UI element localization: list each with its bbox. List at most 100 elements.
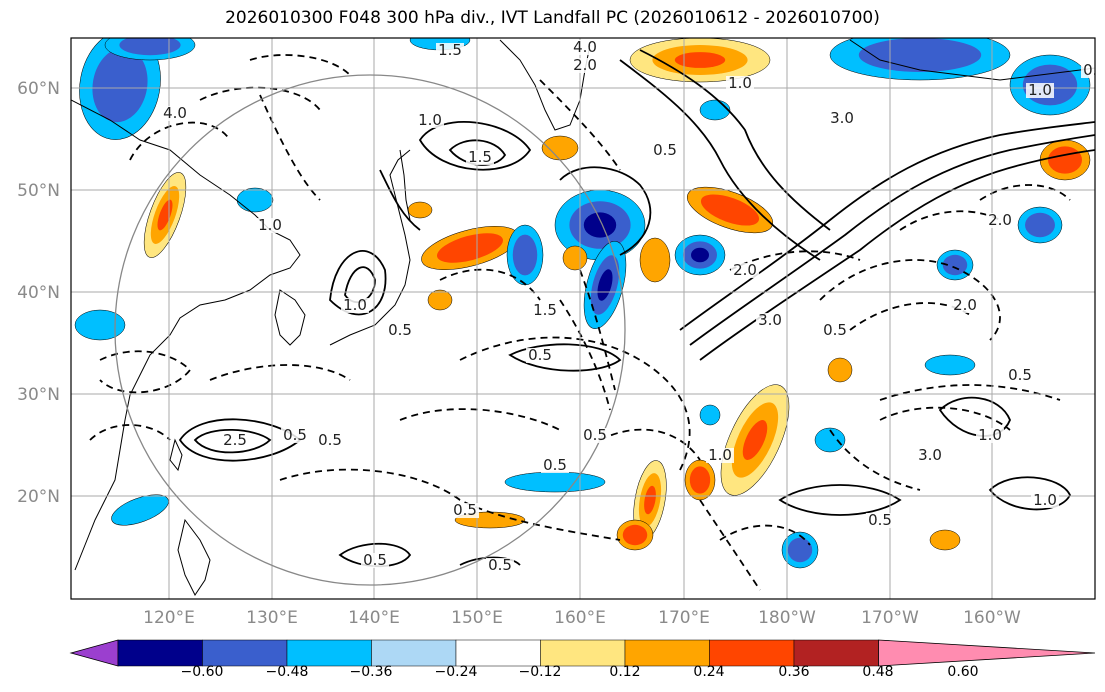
colorbar-segment	[286, 639, 372, 667]
lon-label-170w: 170°W	[861, 608, 919, 628]
contour-label-bg	[756, 313, 784, 328]
contour-label: 1.0	[341, 296, 369, 314]
contour-label-text: 0.5	[283, 426, 307, 444]
contour-label: 0.5	[451, 501, 479, 519]
colorbar-tick-label: −0.12	[519, 664, 562, 680]
lon-label-180w: 180°W	[758, 608, 816, 628]
contour-label-bg	[821, 323, 849, 338]
alaska-coastline	[849, 39, 1095, 81]
contour-label-text: 1.0	[418, 111, 442, 129]
contour-label-text: 0.5	[868, 511, 892, 529]
contour-label-text: 0.5	[653, 141, 677, 159]
contour-label-bg	[706, 448, 734, 463]
contour-label-bg	[571, 58, 599, 73]
contour-label: 1.5	[436, 41, 464, 59]
contour-label: 0.5	[486, 556, 514, 574]
colorbar-segment	[540, 639, 626, 667]
contour-label-text: 1.0	[978, 426, 1002, 444]
sakhalin-coastline	[399, 149, 411, 221]
negative-contour	[459, 336, 691, 471]
contour-label: 1.0	[1026, 81, 1054, 99]
negative-contour	[559, 299, 611, 411]
contour-label: 0.5	[361, 551, 389, 569]
positive-contour	[689, 134, 1095, 346]
contour-label: 0.5	[866, 511, 894, 529]
negative-contour	[399, 408, 561, 431]
contour-label: 3.0	[756, 311, 784, 329]
contour-label: 1.5	[466, 148, 494, 166]
shaded-anomaly	[814, 427, 846, 453]
lon-label-120e: 120°E	[143, 608, 195, 628]
contour-label-text: 4.0	[163, 104, 187, 122]
negative-contour	[89, 424, 171, 441]
colorbar: −0.60 −0.48 −0.36 −0.24 −0.12 0.12 0.24 …	[69, 639, 1096, 680]
negative-contour	[279, 468, 621, 541]
asia-coastline	[71, 99, 301, 571]
shaded-anomaly	[691, 247, 709, 263]
contour-label-text: 2.0	[733, 261, 757, 279]
positive-contour	[379, 169, 421, 231]
negative-contour	[719, 524, 811, 546]
colorbar-segment	[709, 639, 795, 667]
lon-label-160e: 160°E	[554, 608, 606, 628]
contour-label-text: 1.0	[1028, 81, 1052, 99]
contour-label: 0.5	[386, 321, 414, 339]
positive-contour	[459, 556, 521, 566]
shaded-anomaly	[427, 289, 453, 311]
shaded-anomaly	[1025, 212, 1055, 238]
positive-contour	[778, 484, 902, 516]
contour-label: 1.0	[726, 74, 754, 92]
contour-label-text: 1.0	[1033, 491, 1057, 509]
colorbar-segments	[69, 639, 1096, 667]
contour-label: 0.5	[316, 431, 344, 449]
lat-label-30n: 30°N	[17, 385, 60, 405]
negative-contour	[849, 302, 971, 331]
contour-label: 4.0	[161, 104, 189, 122]
contour-label: 0.5	[281, 426, 309, 444]
contour-label-bg	[651, 143, 679, 158]
shaded-anomaly	[858, 38, 982, 72]
shaded-anomaly	[699, 404, 721, 426]
contour-label: 0.5	[1081, 61, 1095, 79]
shaded-anomaly	[562, 245, 588, 271]
contour-label-text: 1.5	[533, 301, 557, 319]
contour-label-text: 0.5	[453, 501, 477, 519]
contour-label: 2.0	[951, 296, 979, 314]
lon-label-150e: 150°E	[451, 608, 503, 628]
negative-contour	[579, 269, 616, 391]
shaded-anomaly	[74, 309, 126, 341]
contour-label: 3.0	[828, 109, 856, 127]
negative-contour	[199, 86, 321, 111]
contour-label-bg	[436, 43, 464, 58]
colorbar-tick-label: −0.24	[435, 664, 478, 680]
contour-label-bg	[316, 433, 344, 448]
contour-label: 0.5	[1006, 366, 1034, 384]
contour-label-bg	[726, 76, 754, 91]
negative-contour	[899, 210, 1001, 231]
shaded-anomaly	[644, 485, 656, 515]
shaded-anomaly	[674, 52, 726, 68]
shaded-anomaly	[1048, 146, 1082, 174]
contour-label: 2.0	[731, 261, 759, 279]
shaded-anomaly	[583, 212, 617, 238]
contour-label-text: 2.0	[953, 296, 977, 314]
shaded-anomaly	[699, 99, 731, 121]
contour-label-text: 0.5	[318, 431, 342, 449]
negative-contour	[599, 428, 701, 461]
positive-contour	[679, 121, 1095, 331]
contour-label: 1.0	[706, 446, 734, 464]
contour-label: 0.5	[651, 141, 679, 159]
contour-label-text: 1.0	[728, 74, 752, 92]
negative-contour	[879, 406, 1011, 431]
contour-label-text: 2.5	[223, 431, 247, 449]
contour-label-bg	[386, 323, 414, 338]
contour-label-bg	[976, 428, 1004, 443]
shaded-anomaly	[942, 254, 968, 276]
negative-contour	[979, 184, 1071, 201]
lon-label-170e: 170°E	[658, 608, 710, 628]
contour-label: 0.5	[581, 426, 609, 444]
divergence-contours	[89, 49, 1095, 591]
contour-label-text: 0.5	[488, 556, 512, 574]
coastlines	[71, 39, 1095, 596]
contour-label: 1.0	[976, 426, 1004, 444]
